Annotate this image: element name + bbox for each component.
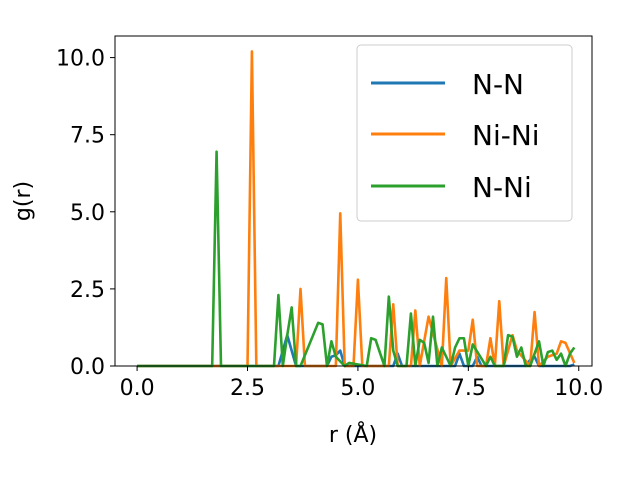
y-tick-label: 5.0 (70, 201, 105, 226)
legend: N-N Ni-Ni N-Ni (356, 44, 573, 222)
y-axis: 0.0 2.5 5.0 7.5 10.0 (56, 47, 115, 380)
x-tick-label: 2.5 (230, 376, 265, 401)
y-tick-label: 2.5 (70, 278, 105, 303)
x-tick-label: 10.0 (554, 376, 603, 401)
x-axis-label: r (Å) (329, 421, 377, 448)
x-tick-label: 0.0 (120, 376, 155, 401)
plot-frame (114, 35, 593, 367)
legend-label-n-n: N-N (472, 68, 524, 101)
y-axis-label: g(r) (11, 181, 36, 221)
x-tick-label: 7.5 (451, 376, 486, 401)
y-tick-label: 0.0 (70, 355, 105, 380)
legend-label-n-ni: N-Ni (472, 171, 532, 204)
x-axis: 0.0 2.5 5.0 7.5 10.0 (120, 366, 603, 401)
legend-label-ni-ni: Ni-Ni (472, 119, 540, 152)
legend-box (356, 44, 573, 222)
x-tick-label: 5.0 (340, 376, 375, 401)
y-tick-label: 7.5 (70, 124, 105, 149)
y-tick-label: 10.0 (56, 47, 105, 72)
